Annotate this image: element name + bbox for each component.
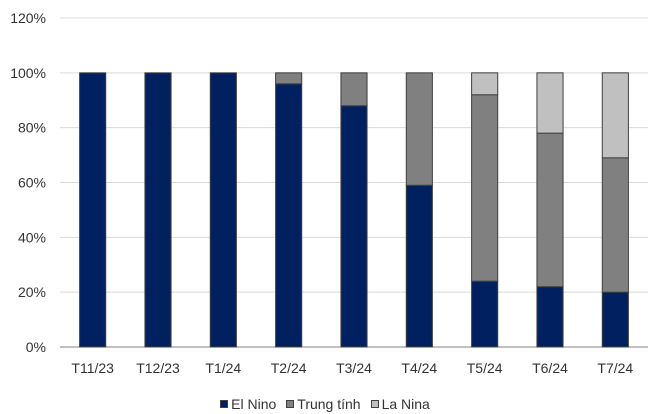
bar-segment-trung-t-nh [601,157,629,293]
x-tick-label: T6/24 [532,360,568,376]
x-tick-label: T7/24 [597,360,633,376]
legend-item-el-nino: El Nino [220,396,276,412]
bar-segment-el-nino [144,72,172,348]
x-tick-label: T4/24 [401,360,437,376]
legend-label-el-nino: El Nino [231,396,277,412]
legend-label-la-nina: La Nina [381,396,430,412]
y-tick-label: 60% [18,175,46,191]
y-tick-label: 100% [10,65,46,81]
y-tick-label: 20% [18,284,46,300]
bar-segment-el-nino [275,83,303,348]
legend-swatch-el-nino [220,400,229,408]
legend-item-la-nina: La Nina [370,396,430,412]
bar-segment-el-nino [79,72,107,348]
bar-segment-el-nino [536,286,564,348]
y-tick-label: 120% [10,10,46,26]
legend: El Nino Trung tính La Nina [0,394,650,414]
y-axis-ticks: 0% 20% 40% 60% 80% 100% 120% [10,10,46,355]
y-tick-label: 80% [18,120,46,136]
bar-segment-la-nina [536,72,564,134]
x-tick-label: T5/24 [467,360,503,376]
x-tick-label: T2/24 [271,360,307,376]
legend-label-trung-tinh: Trung tính [297,396,361,412]
legend-swatch-la-nina [370,400,379,408]
y-tick-label: 40% [18,229,46,245]
x-tick-label: T3/24 [336,360,372,376]
bars [79,72,629,348]
y-tick-label: 0% [26,339,46,355]
bar-segment-el-nino [601,291,629,348]
x-axis-ticks: T11/23 T12/23 T1/24 T2/24 T3/24 T4/24 T5/24 T6/… [71,360,633,376]
legend-swatch-trung-tinh [286,400,295,408]
bar-segment-la-nina [601,72,629,159]
bar-segment-trung-t-nh [275,72,303,85]
bar-segment-trung-t-nh [340,72,368,107]
bar-segment-el-nino [471,280,499,348]
bar-segment-el-nino [340,105,368,348]
bar-segment-trung-t-nh [536,132,564,288]
x-tick-label: T1/24 [205,360,241,376]
bar-segment-el-nino [405,184,433,348]
bar-segment-el-nino [209,72,237,348]
x-tick-label: T11/23 [71,360,114,376]
bar-segment-trung-t-nh [471,94,499,282]
legend-item-trung-tinh: Trung tính [286,396,361,412]
bar-segment-la-nina [471,72,499,96]
bar-segment-trung-t-nh [405,72,433,186]
x-tick-label: T12/23 [136,360,180,376]
